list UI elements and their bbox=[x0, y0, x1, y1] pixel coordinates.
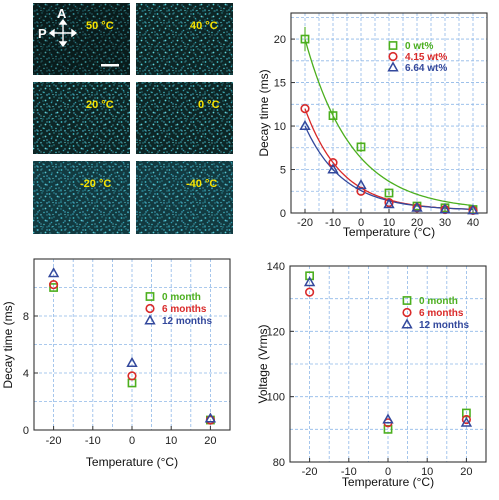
data-point bbox=[303, 276, 316, 287]
x-tick-label: 10 bbox=[421, 466, 433, 478]
data-point bbox=[383, 198, 395, 209]
data-point bbox=[48, 280, 59, 290]
legend-marker bbox=[144, 314, 156, 325]
data-point bbox=[328, 111, 338, 121]
scale-bar bbox=[101, 64, 119, 67]
voltage-aging-chart: -20 -10 0 10 20 80 100 120 140 Temperature (°C) Vo… bbox=[256, 261, 487, 489]
data-point bbox=[327, 163, 339, 174]
polarizer-cross-icon bbox=[48, 18, 78, 48]
legend-marker bbox=[145, 292, 155, 301]
data-point bbox=[467, 204, 479, 215]
data-point bbox=[305, 287, 315, 297]
micrograph-label-0: 0 °C bbox=[198, 99, 220, 111]
data-point bbox=[300, 104, 310, 114]
x-tick-label: -20 bbox=[46, 435, 62, 447]
data-point bbox=[355, 179, 367, 190]
y-tick-label: 4 bbox=[23, 368, 29, 380]
y-tick-label: 120 bbox=[267, 326, 285, 338]
legend-label: 6.64 wt% bbox=[405, 63, 447, 74]
legend-label: 0 month bbox=[419, 296, 458, 307]
x-tick-label: 10 bbox=[165, 435, 177, 447]
y-tick-label: 20 bbox=[274, 34, 286, 46]
polarizer-label: P bbox=[38, 26, 47, 41]
x-tick-label: 20 bbox=[460, 466, 472, 478]
x-tick-label: -20 bbox=[302, 466, 318, 478]
legend-marker bbox=[388, 51, 398, 62]
data-point bbox=[384, 188, 394, 198]
y-tick-label: 0 bbox=[280, 208, 286, 220]
data-point bbox=[461, 408, 471, 418]
legend-marker bbox=[388, 41, 398, 50]
micrograph-label-50: 50 °C bbox=[86, 20, 114, 32]
decay-time-aging-chart: -20 -10 0 10 20 0 4 8 Temperature (°C) Decay time… bbox=[1, 258, 231, 469]
micrograph-label-20: 20 °C bbox=[86, 99, 114, 111]
data-point bbox=[299, 119, 311, 130]
micrograph-panel-50 bbox=[33, 3, 130, 75]
micrograph-label-minus40: -40 °C bbox=[186, 178, 217, 190]
y-tick-label: 15 bbox=[274, 78, 286, 90]
micrograph-panel-minus20 bbox=[33, 161, 130, 234]
legend-marker bbox=[387, 61, 399, 72]
micrograph-label-40: 40 °C bbox=[190, 20, 218, 32]
x-tick-label: 10 bbox=[383, 217, 395, 229]
x-tick-label: 20 bbox=[411, 217, 423, 229]
y-tick-label: 100 bbox=[267, 392, 285, 404]
x-tick-label: 40 bbox=[467, 217, 479, 229]
data-point bbox=[127, 371, 137, 381]
x-tick-label: -10 bbox=[325, 217, 341, 229]
x-axis-label: Temperature (°C) bbox=[343, 225, 435, 239]
data-point bbox=[300, 34, 310, 44]
micrograph-panel-minus40 bbox=[136, 161, 233, 234]
legend-label: 0 wt% bbox=[405, 41, 433, 52]
legend-marker bbox=[402, 296, 412, 305]
legend-label: 6 months bbox=[162, 304, 207, 315]
data-point bbox=[411, 201, 423, 212]
micrograph-panel-0 bbox=[136, 82, 233, 154]
legend-marker bbox=[402, 307, 412, 318]
legend-marker bbox=[145, 303, 155, 314]
y-axis-label: Decay time (ms) bbox=[1, 301, 15, 388]
x-tick-label: 0 bbox=[385, 466, 391, 478]
x-tick-label: 0 bbox=[358, 217, 364, 229]
data-point bbox=[382, 413, 394, 424]
data-point bbox=[47, 267, 60, 278]
legend-label: 6 months bbox=[419, 308, 464, 319]
y-tick-label: 80 bbox=[273, 457, 285, 469]
data-point bbox=[126, 356, 138, 367]
analyzer-label: A bbox=[57, 6, 67, 21]
data-point bbox=[383, 424, 393, 434]
x-tick-label: -10 bbox=[341, 466, 357, 478]
data-point bbox=[204, 412, 217, 423]
x-tick-label: -10 bbox=[85, 435, 101, 447]
y-axis-label: Voltage (Vrms) bbox=[256, 325, 270, 404]
y-tick-label: 0 bbox=[23, 425, 29, 437]
x-tick-label: 0 bbox=[129, 435, 135, 447]
data-point bbox=[356, 142, 366, 152]
y-tick-label: 8 bbox=[23, 311, 29, 323]
legend-label: 12 months bbox=[162, 316, 212, 327]
legend-label: 4.15 wt% bbox=[405, 52, 447, 63]
data-point bbox=[461, 414, 472, 425]
data-point bbox=[356, 186, 366, 196]
data-point bbox=[305, 271, 314, 281]
data-point bbox=[460, 416, 473, 427]
y-tick-label: 140 bbox=[267, 261, 285, 273]
legend-label: 0 month bbox=[162, 292, 201, 303]
y-tick-label: 5 bbox=[280, 165, 286, 177]
legend-label: 12 months bbox=[419, 320, 469, 331]
x-tick-label: 30 bbox=[439, 217, 451, 229]
x-tick-label: 20 bbox=[204, 435, 216, 447]
y-axis-label: Decay time (ms) bbox=[257, 69, 271, 156]
micrograph-panel-20 bbox=[33, 82, 130, 154]
x-axis-label: Temperature (°C) bbox=[86, 455, 178, 469]
micrograph-panel-40 bbox=[136, 3, 233, 75]
x-tick-label: -20 bbox=[297, 217, 313, 229]
legend-marker bbox=[401, 318, 413, 329]
x-axis-label: Temperature (°C) bbox=[342, 475, 434, 489]
data-point bbox=[439, 203, 451, 214]
y-tick-label: 10 bbox=[274, 121, 286, 133]
micrograph-label-minus20: -20 °C bbox=[80, 178, 111, 190]
